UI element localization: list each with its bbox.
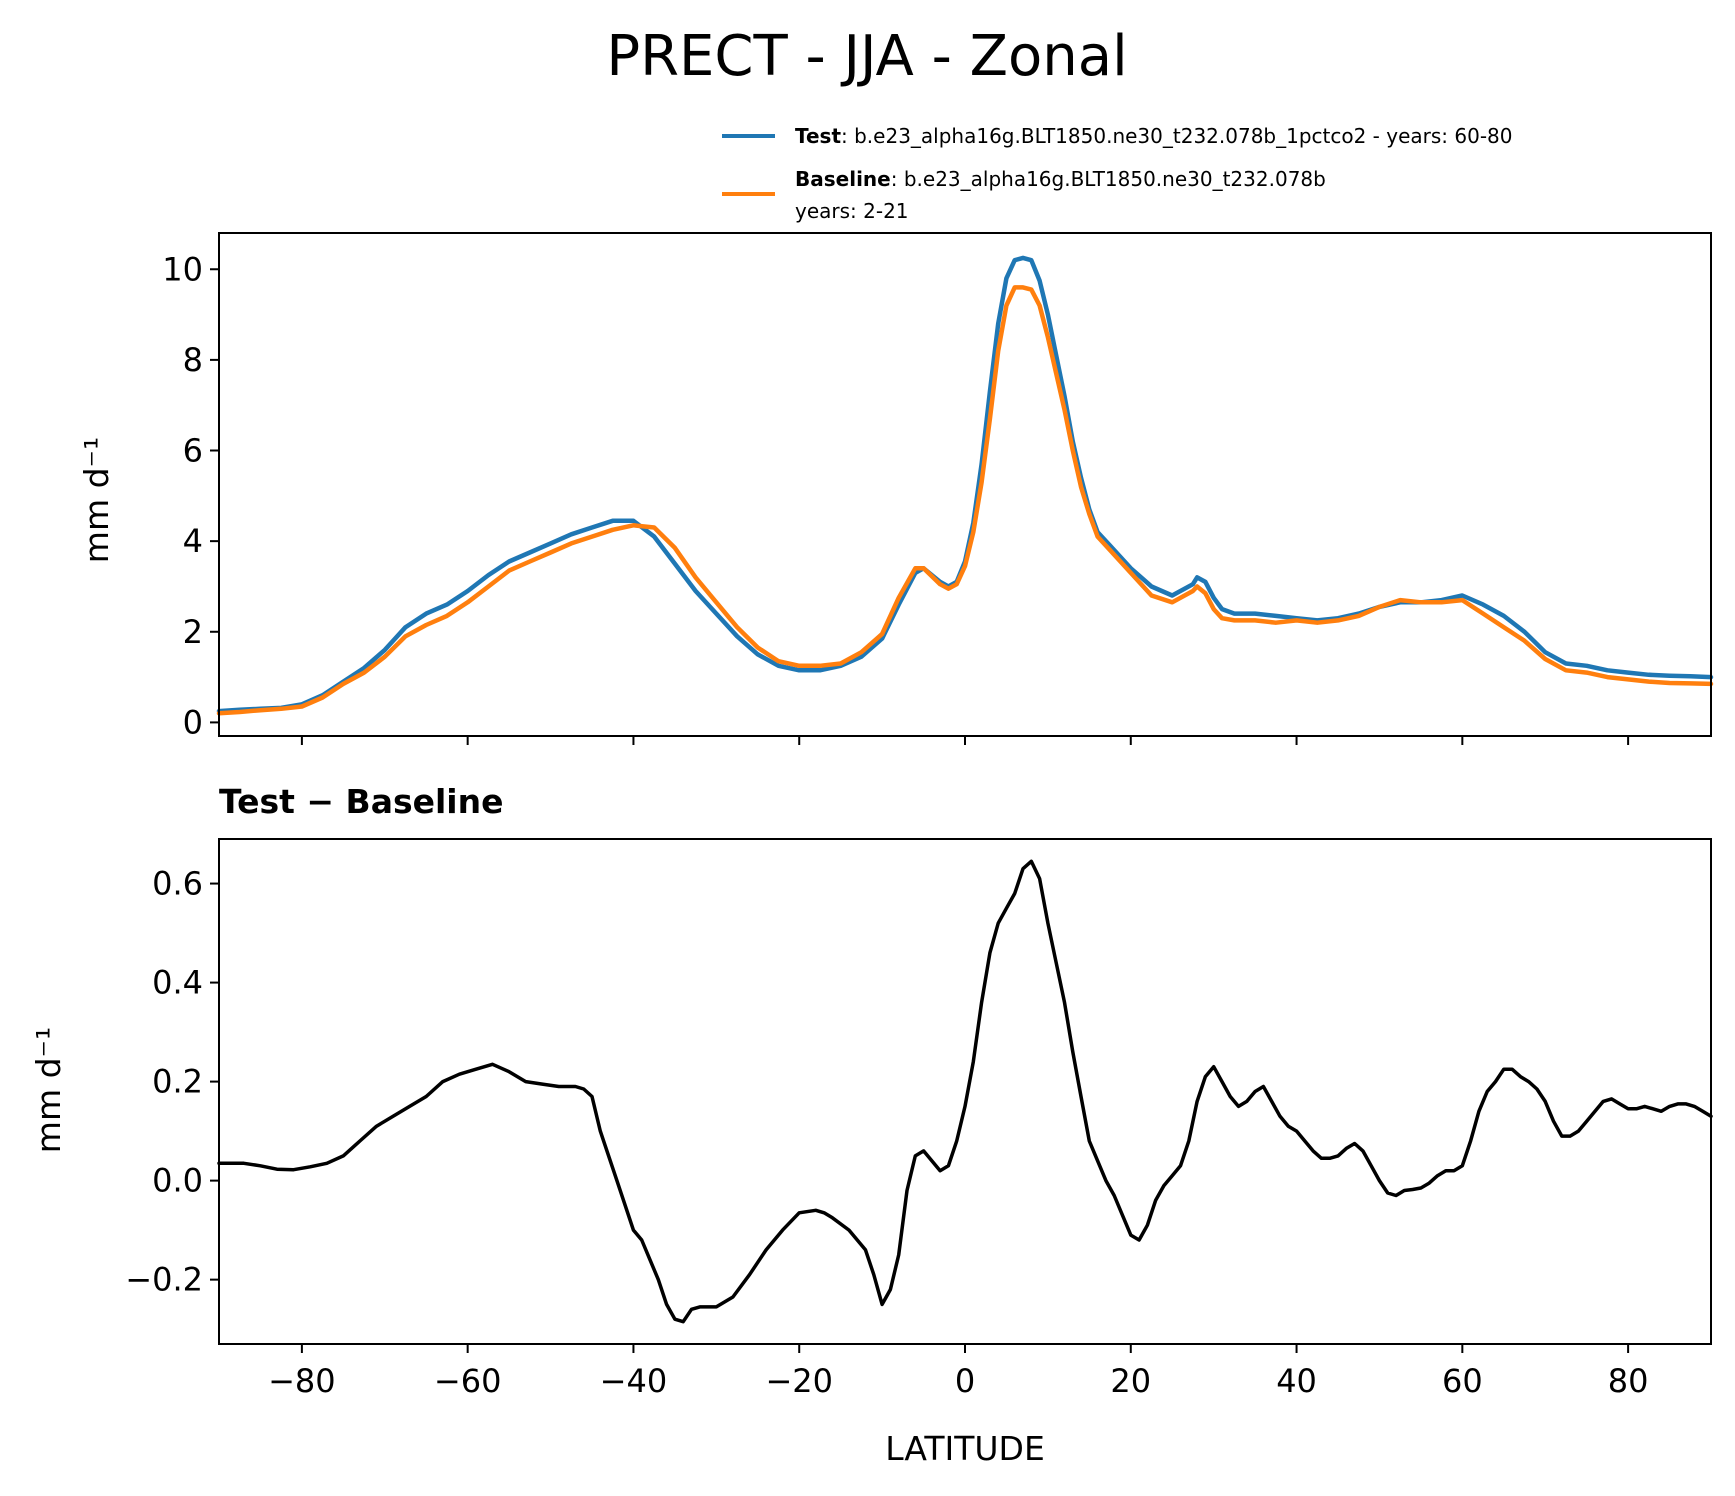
top-ytick-label: 0 — [183, 703, 203, 741]
bottom-xlabel: LATITUDE — [885, 1429, 1045, 1468]
top-ytick-label: 8 — [183, 341, 203, 379]
top-ytick-label: 2 — [183, 613, 203, 651]
bottom-ytick-label: 0.2 — [152, 1063, 203, 1101]
bottom-xtick-label: 20 — [1110, 1362, 1151, 1400]
bottom-panel: Test − Baseline mm d⁻¹ −0.20.00.20.40.6 … — [29, 782, 1713, 1468]
bottom-x-ticks: −80 −60 −40 −20 0 20 40 60 80 — [268, 1344, 1648, 1400]
top-ylabel: mm d⁻¹ — [77, 437, 116, 563]
top-y-ticks: 0 2 4 6 8 10 — [162, 250, 219, 741]
legend-baseline-entry: Baseline: b.e23_alpha16g.BLT1850.ne30_t2… — [795, 167, 1326, 191]
top-series-group — [216, 255, 1714, 716]
bottom-ytick-label: 0.4 — [152, 964, 203, 1002]
bottom-panel-title: Test − Baseline — [219, 782, 504, 821]
top-panel: mm d⁻¹ 0 2 4 6 8 10 — [77, 232, 1714, 745]
legend-test-label: Test — [795, 124, 841, 148]
bottom-ylabel: mm d⁻¹ — [29, 1027, 68, 1153]
bottom-xtick-label: 0 — [955, 1362, 975, 1400]
bottom-xtick-label: 40 — [1276, 1362, 1317, 1400]
top-ytick-label: 10 — [162, 250, 203, 288]
bottom-series-group — [217, 859, 1713, 1324]
bottom-y-ticks: −0.2 0.0 0.2 0.4 0.6 — [125, 865, 219, 1299]
bottom-xtick-label: −20 — [765, 1362, 833, 1400]
legend-baseline-text: : b.e23_alpha16g.BLT1850.ne30_t232.078b — [891, 167, 1326, 191]
legend-test-text: : b.e23_alpha16g.BLT1850.ne30_t232.078b_… — [841, 124, 1513, 148]
top-ytick-label: 6 — [183, 432, 203, 470]
figure-title: PRECT - JJA - Zonal — [606, 24, 1127, 89]
bottom-ytick-label: 0.6 — [152, 865, 203, 903]
legend: Test: b.e23_alpha16g.BLT1850.ne30_t232.0… — [722, 124, 1513, 223]
legend-baseline-label: Baseline — [795, 167, 891, 191]
top-series-line-test — [216, 255, 1714, 714]
bottom-xtick-label: −40 — [600, 1362, 668, 1400]
legend-test-entry: Test: b.e23_alpha16g.BLT1850.ne30_t232.0… — [795, 124, 1513, 148]
top-x-ticks — [300, 736, 1630, 745]
bottom-xtick-label: −80 — [268, 1362, 336, 1400]
top-series-line-baseline — [216, 285, 1714, 716]
top-ytick-label: 4 — [183, 522, 203, 560]
bottom-series-line-diff — [217, 859, 1713, 1324]
legend-baseline-years: years: 2-21 — [795, 199, 909, 223]
bottom-xtick-label: 80 — [1608, 1362, 1649, 1400]
bottom-ytick-label: 0.0 — [152, 1162, 203, 1200]
bottom-ytick-label: −0.2 — [125, 1261, 203, 1299]
top-plot-frame — [218, 232, 1712, 737]
bottom-plot-frame — [218, 838, 1712, 1345]
bottom-xtick-label: 60 — [1442, 1362, 1483, 1400]
bottom-xtick-label: −60 — [434, 1362, 502, 1400]
